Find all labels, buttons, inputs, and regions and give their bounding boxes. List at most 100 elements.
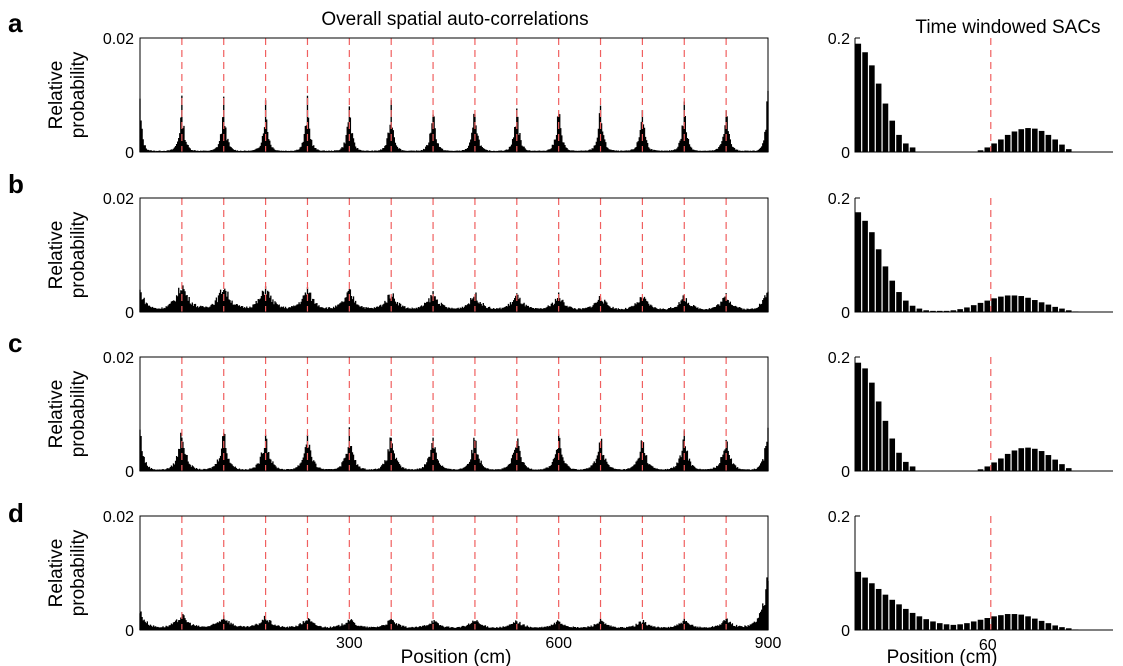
panel-d-sac-bar-24	[1018, 614, 1025, 630]
panel-d-ylabel-line2: probability	[68, 529, 89, 616]
panel-d-sac-bar-27	[1038, 620, 1045, 630]
panel-d-xtick-label-1: 600	[545, 635, 572, 652]
panel-d-sac-bar-10	[923, 619, 929, 630]
panel-c-sac-bar-31	[1065, 468, 1072, 471]
panel-b-histogram	[139, 285, 769, 312]
panel-d-sac-bar-8	[909, 612, 916, 630]
left-column-title: Overall spatial auto-correlations	[321, 9, 588, 30]
panel-a-left-chart: 0 0.02 Relative probability	[46, 31, 769, 162]
panel-c-sac-bar-4	[882, 420, 889, 471]
panel-a-sac-bar-7	[903, 143, 909, 152]
panel-c-sac-bar-2	[869, 382, 875, 471]
panel-b-sac-bar-6	[896, 292, 902, 312]
panel-a-sac-bar-2	[869, 65, 875, 152]
panel-c-sac-bar-22	[1004, 453, 1011, 471]
panel-d-sac-bar-20	[991, 616, 997, 630]
panel-c-sac-bar-26	[1032, 448, 1038, 471]
panel-b-left-chart: 0 0.02 Relative probability	[46, 191, 769, 322]
panel-a-sac-bar-8	[909, 147, 916, 152]
panel-d-sac-bar-13	[943, 624, 950, 630]
panel-b-sac-bar-8	[909, 305, 916, 312]
panel-a-sac-bar-27	[1038, 130, 1045, 152]
panel-c-ytick-label-1: 0.02	[103, 350, 134, 367]
panel-d-sac-bar-5	[889, 599, 896, 630]
panel-d-histogram	[139, 577, 769, 630]
panel-d-sac-bar-29	[1052, 625, 1058, 630]
panel-b-sac-bar-5	[889, 280, 896, 312]
panel-b-sac-bar-4	[882, 266, 889, 312]
panel-a-sac-bar-5	[889, 120, 896, 152]
panel-c-sac-bar-7	[903, 461, 909, 471]
panel-c-sac-bar-1	[862, 368, 868, 471]
panel-a-ytick-label-0: 0	[125, 145, 134, 162]
panel-a-sac-bar-1	[862, 52, 868, 152]
panel-d-sac-bar-18	[977, 619, 984, 630]
panel-b-sac-bar-13	[943, 310, 950, 312]
panel-a-sac-bar-31	[1065, 149, 1072, 152]
panel-c-sac-bar-21	[998, 458, 1004, 471]
panel-d-right-chart: 0 0.2 60	[828, 509, 1113, 654]
x-axis-label-right: Position (cm)	[887, 647, 998, 666]
panel-b-sac-bar-1	[862, 220, 868, 312]
panel-b-sac-bar-28	[1045, 304, 1052, 312]
panel-d-sac-bar-12	[936, 623, 943, 630]
panel-b-sac-bar-16	[964, 307, 970, 312]
x-axis-label-left: Position (cm)	[401, 647, 512, 666]
panel-c-sac-bar-19	[984, 466, 991, 471]
panel-b-sac-bar-3	[875, 249, 882, 312]
panel-a-sac-bar-25	[1025, 128, 1031, 152]
panel-c-sac-bar-27	[1038, 451, 1045, 471]
panel-b-sac-bar-21	[998, 296, 1004, 312]
panel-b-sac-bar-24	[1018, 296, 1025, 312]
panel-b-sac-bar-10	[923, 310, 929, 312]
panel-c-sac-bar-18	[977, 469, 984, 471]
panel-b-sac-ytick-label-1: 0.2	[828, 191, 850, 208]
panel-c-sac-bar-30	[1059, 464, 1065, 471]
panel-b-sac-bar-31	[1065, 310, 1072, 312]
panel-a-sac-bar-20	[991, 143, 997, 152]
panel-d-sac-bar-3	[875, 588, 882, 630]
panel-b-sac-bar-26	[1032, 300, 1038, 312]
panel-c-sac-bar-6	[896, 452, 902, 471]
right-column-title: Time windowed SACs	[915, 17, 1100, 38]
panel-c-axes-box	[139, 356, 769, 472]
panel-c-sac-ytick-label-0: 0	[841, 464, 850, 481]
panel-a-sac-bar-21	[998, 139, 1004, 152]
panel-a-sac-bar-3	[875, 83, 882, 152]
panel-c-sac-bar-25	[1025, 447, 1031, 471]
panel-letter-b: b	[8, 169, 24, 199]
panel-b-sac-bar-29	[1052, 306, 1058, 312]
panel-d-sac-bar-28	[1045, 623, 1052, 630]
panel-letter-a: a	[8, 8, 23, 38]
panel-a-right-chart: 00.2	[828, 31, 1113, 162]
panel-c-left-chart: 0 0.02 Relative probability	[46, 350, 769, 481]
panel-a-sac-bar-0	[855, 43, 862, 153]
panel-d-sac-bar-26	[1032, 618, 1038, 630]
panel-c-sac-ytick-label-1: 0.2	[828, 350, 850, 367]
panel-d-sac-bar-15	[957, 624, 963, 630]
panel-d-sac-bar-22	[1004, 614, 1011, 630]
panel-c-sac-bar-28	[1045, 455, 1052, 471]
panel-d-sac-bar-17	[970, 621, 977, 630]
panel-a-ytick-label-1: 0.02	[103, 31, 134, 48]
panel-d-sac-bar-25	[1025, 616, 1031, 630]
panel-d-sac-bar-1	[862, 577, 868, 630]
panel-b-sac-bar-30	[1059, 308, 1065, 312]
panel-a-sac-bar-18	[977, 150, 984, 152]
panel-letter-d: d	[8, 498, 24, 528]
panel-a-ylabel-line2: probability	[68, 51, 89, 138]
panel-b-ytick-label-1: 0.02	[103, 191, 134, 208]
panel-a-sac-bar-28	[1045, 134, 1052, 152]
panel-a-sac-bar-6	[896, 134, 902, 152]
panel-b-sac-bar-27	[1038, 302, 1045, 312]
panel-b-sac-bar-0	[855, 212, 862, 312]
panel-d-axes-box	[139, 515, 769, 631]
panel-c-sac-bar-24	[1018, 448, 1025, 471]
panel-d-sac-bar-0	[855, 571, 862, 630]
panel-a-ylabel-line1: Relative	[46, 61, 67, 130]
panel-b-sac-bar-9	[916, 308, 923, 312]
panel-d-sac-bar-30	[1059, 627, 1065, 630]
panel-c-sac-bar-0	[855, 362, 862, 471]
